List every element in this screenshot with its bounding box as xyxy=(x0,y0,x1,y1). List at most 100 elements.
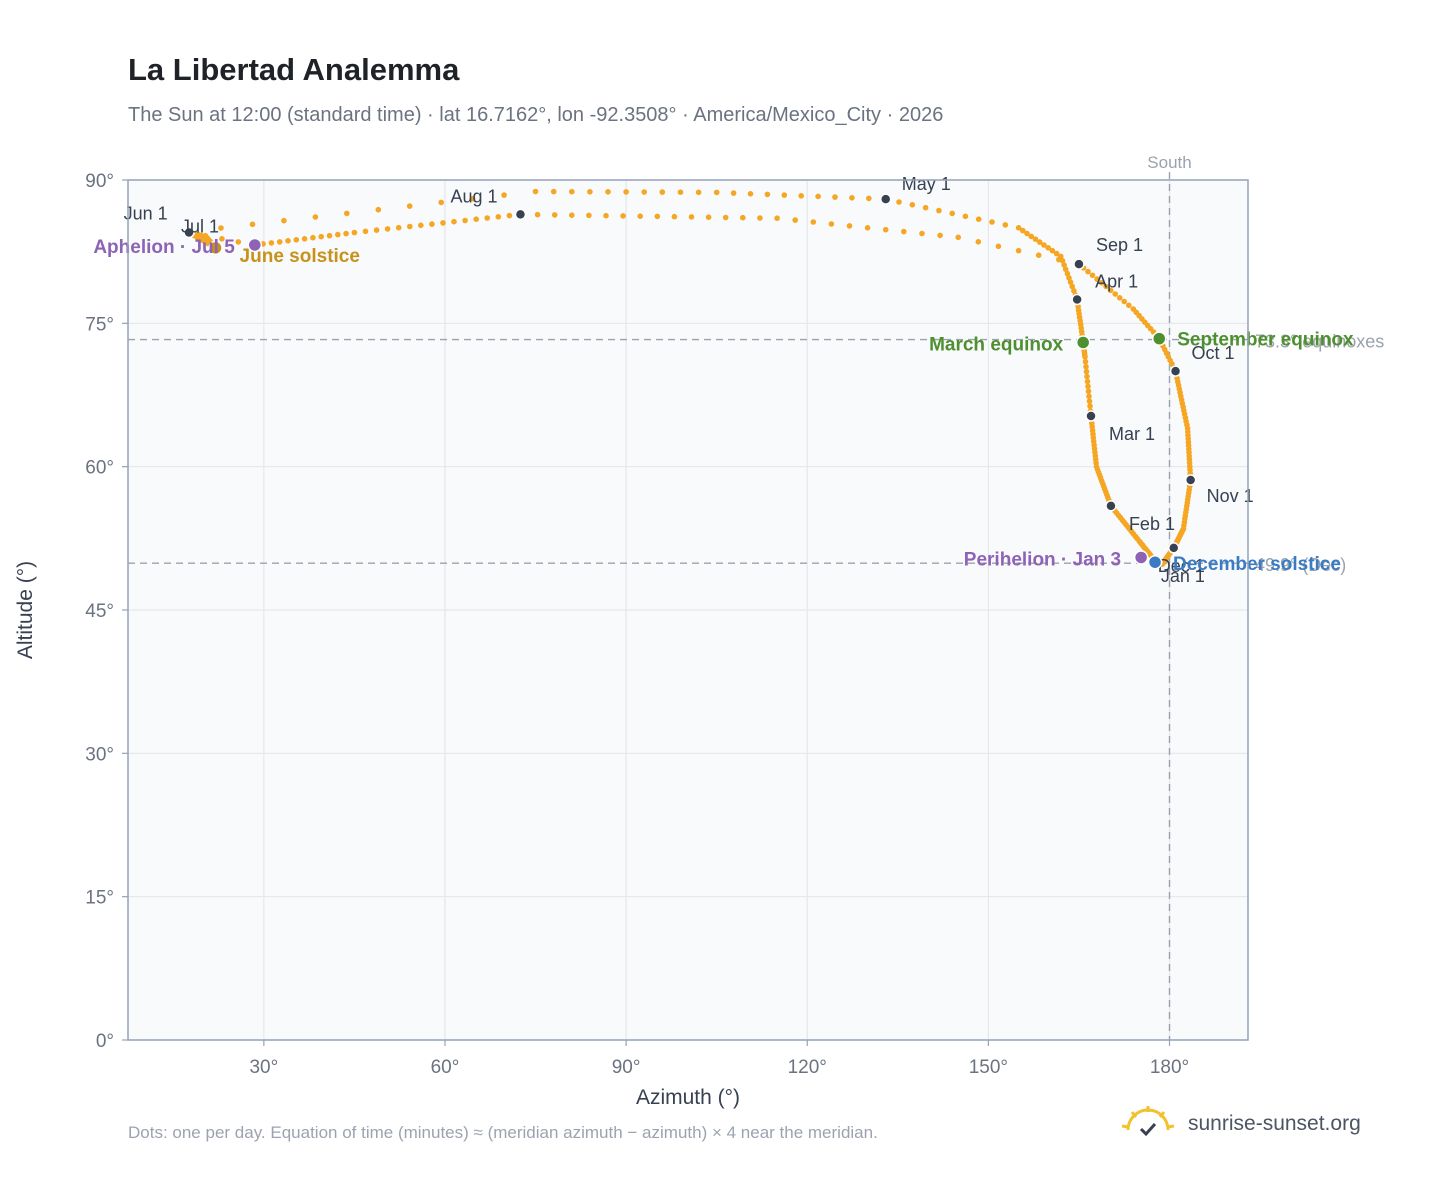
daily-dot xyxy=(677,189,684,195)
month-label: Aug 1 xyxy=(450,186,497,206)
daily-dot xyxy=(1061,262,1067,268)
daily-dot xyxy=(218,225,224,231)
daily-dot xyxy=(909,202,916,208)
daily-dot xyxy=(1086,398,1093,405)
daily-dot xyxy=(534,211,541,218)
y-axis-label: Altitude (°) xyxy=(14,561,37,659)
daily-dot xyxy=(828,221,835,227)
daily-dot xyxy=(1002,222,1009,228)
page-title: La Libertad Analemma xyxy=(128,52,460,87)
y-tick-label: 45° xyxy=(85,601,114,622)
daily-dot xyxy=(764,191,771,198)
daily-dot xyxy=(1041,242,1047,248)
sun-check-icon xyxy=(1121,1106,1175,1137)
daily-dot xyxy=(849,195,855,201)
event-label: June solstice xyxy=(240,246,360,267)
daily-dot xyxy=(1082,358,1089,365)
daily-dot xyxy=(798,193,804,199)
daily-dot xyxy=(362,228,369,235)
daily-dot xyxy=(846,223,853,229)
daily-dot xyxy=(1028,233,1034,240)
daily-dot xyxy=(1015,247,1022,254)
footnote: Dots: one per day. Equation of time (min… xyxy=(128,1123,878,1142)
event-marker xyxy=(208,240,223,256)
month-marker xyxy=(1105,500,1117,512)
daily-dot xyxy=(1049,247,1056,254)
month-marker xyxy=(514,208,527,221)
daily-dot xyxy=(654,213,661,220)
daily-dot xyxy=(1024,230,1030,237)
daily-dot xyxy=(1071,288,1077,294)
daily-dot xyxy=(1098,280,1105,286)
daily-dot xyxy=(532,188,539,195)
daily-dot xyxy=(344,210,350,217)
x-tick-label: 90° xyxy=(612,1057,641,1078)
daily-dot xyxy=(705,214,712,220)
daily-dot xyxy=(1032,236,1039,242)
daily-dot xyxy=(901,228,907,235)
daily-dot xyxy=(989,219,995,225)
daily-dot xyxy=(1036,239,1043,245)
daily-dot xyxy=(1056,256,1062,263)
event-marker xyxy=(247,237,263,253)
daily-dot xyxy=(713,189,720,196)
y-tick-label: 30° xyxy=(85,744,114,765)
daily-dot xyxy=(620,213,626,219)
daily-dot xyxy=(810,219,817,225)
daily-dot xyxy=(551,212,558,218)
daily-dot xyxy=(395,224,402,231)
equinox-altitude-label: 73.3° equinoxes xyxy=(1255,332,1384,352)
daily-dot xyxy=(1035,252,1042,258)
y-tick-label: 75° xyxy=(85,314,114,335)
event-label: March equinox xyxy=(929,334,1064,355)
month-label: Mar 1 xyxy=(1109,424,1155,444)
month-label: May 1 xyxy=(902,174,951,194)
daily-dot xyxy=(335,231,341,238)
event-label: December solstice xyxy=(1173,554,1341,575)
daily-dot xyxy=(285,238,291,244)
december-altitude-label: 49.9° (Dec) xyxy=(1255,555,1346,575)
daily-dot xyxy=(1062,266,1069,273)
event-marker xyxy=(1075,335,1091,350)
daily-dot xyxy=(1069,283,1075,290)
x-tick-label: 60° xyxy=(431,1057,460,1078)
daily-dot xyxy=(1085,268,1091,275)
month-label: Oct 1 xyxy=(1192,343,1235,363)
x-axis-label: Azimuth (°) xyxy=(636,1086,740,1109)
daily-dot xyxy=(1089,272,1096,279)
daily-dot xyxy=(747,191,754,197)
event-marker xyxy=(1151,331,1167,346)
daily-dot xyxy=(949,210,955,217)
daily-dot xyxy=(757,215,763,221)
daily-dot xyxy=(1085,383,1091,390)
daily-dot xyxy=(418,222,424,229)
month-markers: Jan 1 Feb 1 Mar 1 Apr 1 May 1 Jun 1 Jul 1 Aug 1… xyxy=(124,174,1254,586)
daily-dot xyxy=(919,230,925,237)
daily-dot xyxy=(249,221,256,228)
daily-dot xyxy=(276,239,283,245)
daily-dot xyxy=(1020,227,1026,234)
daily-dot xyxy=(1015,225,1022,231)
month-marker xyxy=(1085,410,1097,422)
daily-dot xyxy=(550,188,557,195)
y-tick-label: 90° xyxy=(85,171,114,192)
y-tick-label: 15° xyxy=(85,888,114,909)
daily-dot xyxy=(1121,298,1127,305)
daily-dot xyxy=(202,232,209,239)
daily-dot xyxy=(922,204,929,211)
daily-dot xyxy=(623,189,629,195)
month-label: Jul 1 xyxy=(181,217,219,237)
daily-dot xyxy=(281,217,287,224)
daily-dot xyxy=(293,237,300,243)
daily-dot xyxy=(440,220,446,226)
month-marker xyxy=(1073,258,1085,270)
daily-dot xyxy=(603,212,609,219)
daily-dot xyxy=(740,214,746,221)
daily-dot xyxy=(1053,250,1060,257)
daily-dot xyxy=(1103,283,1109,290)
daily-dot xyxy=(832,194,838,200)
brand[interactable]: sunrise-sunset.org xyxy=(1120,1102,1361,1146)
x-tick-label: 30° xyxy=(249,1057,278,1078)
daily-dot xyxy=(896,199,902,205)
daily-dot xyxy=(586,212,592,219)
